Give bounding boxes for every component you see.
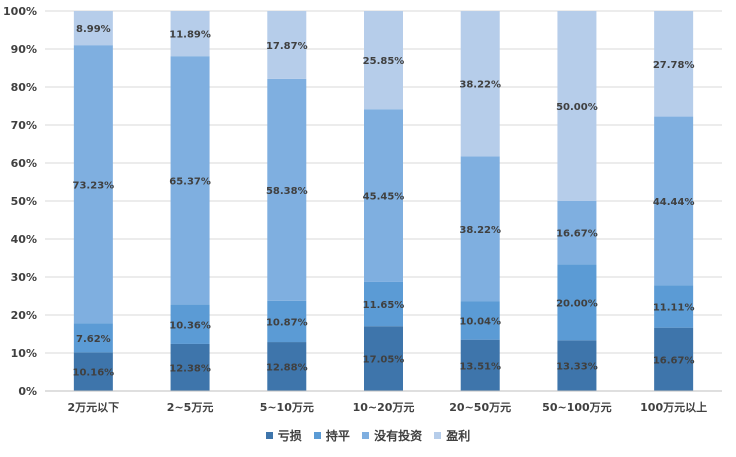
bar-segment bbox=[364, 281, 403, 327]
y-tick-label: 90% bbox=[11, 43, 37, 56]
legend-label-loss: 亏损 bbox=[277, 429, 302, 443]
y-tick-label: 10% bbox=[11, 347, 37, 360]
x-tick-label: 100万元以上 bbox=[640, 400, 707, 414]
legend-item-breakeven: 持平 bbox=[313, 427, 350, 444]
bar-segment bbox=[267, 342, 307, 391]
data-label: 13.51% bbox=[459, 361, 501, 372]
legend-item-profit: 盈利 bbox=[434, 427, 470, 444]
bar-segment bbox=[73, 11, 113, 46]
data-label: 17.05% bbox=[363, 355, 405, 366]
data-label: 10.04% bbox=[459, 317, 501, 328]
bar-segment bbox=[654, 285, 694, 328]
data-label: 45.45% bbox=[363, 192, 405, 203]
bar-segment bbox=[557, 264, 597, 341]
legend-label-breakeven: 持平 bbox=[325, 429, 350, 443]
data-label: 11.89% bbox=[169, 30, 211, 41]
bar-segment bbox=[170, 56, 210, 305]
bar-segment bbox=[654, 11, 694, 117]
data-label: 65.37% bbox=[169, 176, 211, 187]
y-tick-label: 30% bbox=[11, 271, 37, 284]
bar-segment bbox=[364, 326, 403, 391]
bar-segment bbox=[267, 300, 307, 343]
y-tick-label: 40% bbox=[11, 233, 37, 246]
y-tick-label: 50% bbox=[11, 195, 37, 208]
x-tick-label: 20~50万元 bbox=[449, 401, 511, 414]
bar-segment bbox=[73, 323, 113, 353]
data-label: 13.33% bbox=[556, 362, 598, 373]
y-tick-label: 70% bbox=[11, 119, 37, 132]
data-label: 58.38% bbox=[266, 186, 308, 197]
y-tick-label: 100% bbox=[3, 5, 37, 18]
legend-swatch-breakeven bbox=[313, 432, 321, 439]
x-tick-label: 5~10万元 bbox=[260, 401, 314, 414]
data-label: 25.85% bbox=[363, 56, 405, 67]
data-label: 12.88% bbox=[266, 363, 308, 374]
data-label: 50.00% bbox=[556, 102, 598, 113]
data-label: 38.22% bbox=[459, 225, 501, 236]
bar-segment bbox=[460, 301, 500, 340]
chart-legend: 亏损 持平 没有投资 盈利 bbox=[0, 427, 736, 444]
legend-item-loss: 亏损 bbox=[265, 427, 302, 444]
data-label: 11.11% bbox=[653, 303, 695, 314]
x-tick-label: 10~20万元 bbox=[353, 401, 415, 414]
legend-label-no-investment: 没有投资 bbox=[374, 429, 423, 443]
bar-segment bbox=[267, 11, 307, 79]
x-tick-label: 2~5万元 bbox=[167, 401, 214, 414]
legend-item-no-investment: 没有投资 bbox=[362, 427, 422, 444]
legend-swatch-loss bbox=[265, 432, 273, 439]
data-label: 16.67% bbox=[653, 355, 695, 366]
stacked-bar-chart: 0% 10% 20% 30% 40% 50% 60% 70% 80% 90% 100% 10.16% 7… bbox=[3, 5, 722, 414]
data-label: 10.87% bbox=[266, 317, 308, 328]
bar-segment bbox=[170, 343, 210, 391]
bar-segment bbox=[460, 11, 500, 157]
bar-segment bbox=[557, 11, 597, 201]
data-label: 17.87% bbox=[266, 41, 308, 52]
bar-segment bbox=[364, 11, 403, 110]
x-tick-label: 50~100万元 bbox=[542, 401, 612, 414]
bar-segment bbox=[170, 11, 210, 57]
y-tick-label: 0% bbox=[18, 385, 37, 398]
bar-segment bbox=[654, 327, 694, 391]
data-label: 20.00% bbox=[556, 298, 598, 309]
data-label: 8.99% bbox=[76, 24, 111, 35]
y-tick-label: 80% bbox=[11, 81, 37, 94]
bar-segment bbox=[557, 201, 597, 265]
data-label: 10.16% bbox=[73, 368, 115, 379]
bar-segment bbox=[654, 116, 694, 286]
bar-segment bbox=[557, 340, 597, 391]
data-label: 16.67% bbox=[556, 229, 598, 240]
bar-segment bbox=[460, 156, 500, 302]
legend-label-profit: 盈利 bbox=[446, 429, 471, 443]
legend-swatch-profit bbox=[434, 432, 442, 439]
y-tick-label: 60% bbox=[11, 157, 37, 170]
bar-segment bbox=[170, 304, 210, 344]
data-label: 27.78% bbox=[653, 60, 695, 71]
x-tick-label: 2万元以下 bbox=[68, 401, 120, 414]
data-label: 7.62% bbox=[76, 334, 111, 345]
data-label: 73.23% bbox=[73, 180, 115, 191]
data-label: 44.44% bbox=[653, 197, 695, 208]
data-label: 10.36% bbox=[169, 320, 211, 331]
bar-segment bbox=[73, 45, 113, 324]
y-tick-label: 20% bbox=[11, 309, 37, 322]
bar-segment bbox=[364, 109, 403, 282]
bar-segment bbox=[267, 78, 307, 301]
bar-segment bbox=[73, 352, 113, 391]
data-label: 11.65% bbox=[363, 300, 405, 311]
bar-segment bbox=[460, 339, 500, 391]
data-label: 12.38% bbox=[169, 363, 211, 374]
data-label: 38.22% bbox=[459, 80, 501, 91]
legend-swatch-no-investment bbox=[362, 432, 370, 439]
